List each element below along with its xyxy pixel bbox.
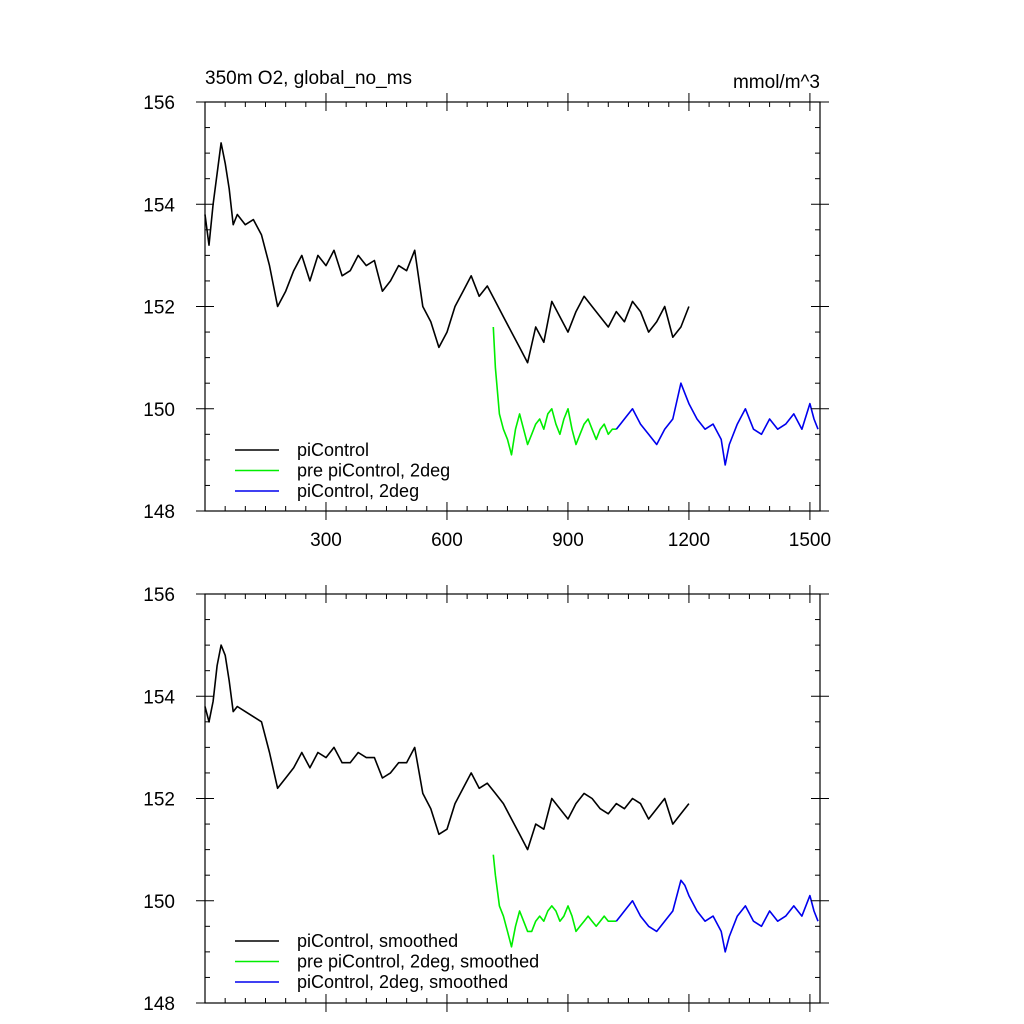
y-tick-label: 154: [143, 687, 175, 708]
x-tick-label: 600: [431, 530, 463, 551]
y-tick-label: 156: [143, 585, 175, 606]
series-line-3: [615, 382, 819, 466]
y-tick-label: 156: [143, 93, 175, 114]
y-tick-label: 150: [143, 400, 175, 421]
legend-label: piControl, 2deg, smoothed: [297, 972, 508, 992]
chart-units: mmol/m^3: [733, 72, 820, 93]
legend-label: pre piControl, 2deg: [297, 461, 450, 481]
y-tick-label: 152: [143, 298, 175, 319]
legend-label: pre piControl, 2deg, smoothed: [297, 952, 539, 972]
y-tick-label: 154: [143, 195, 175, 216]
chart-panel-1: 300 600 900 1200 1500 148 150 152 154 156 350m O2,…: [143, 68, 831, 551]
series-line-1: [204, 644, 690, 851]
legend-label: piControl: [297, 440, 369, 460]
x-tick-label: 900: [552, 530, 584, 551]
y-tick-label: 148: [143, 502, 175, 523]
x-tick-label: 1500: [789, 530, 831, 551]
series-lines: [204, 644, 819, 953]
chart-title: 350m O2, global_no_ms: [205, 68, 412, 89]
legend-label: piControl, smoothed: [297, 931, 458, 951]
x-tick-label: 1200: [668, 530, 710, 551]
y-tick-label: 148: [143, 994, 175, 1015]
series-line-2: [492, 326, 617, 456]
x-tick-label: 300: [310, 530, 342, 551]
series-line-3: [615, 879, 819, 953]
series-line-1: [204, 142, 690, 364]
series-lines: [204, 142, 819, 466]
series-line-2: [492, 854, 617, 948]
y-tick-label: 150: [143, 892, 175, 913]
y-tick-label: 152: [143, 790, 175, 811]
legend-label: piControl, 2deg: [297, 481, 419, 501]
